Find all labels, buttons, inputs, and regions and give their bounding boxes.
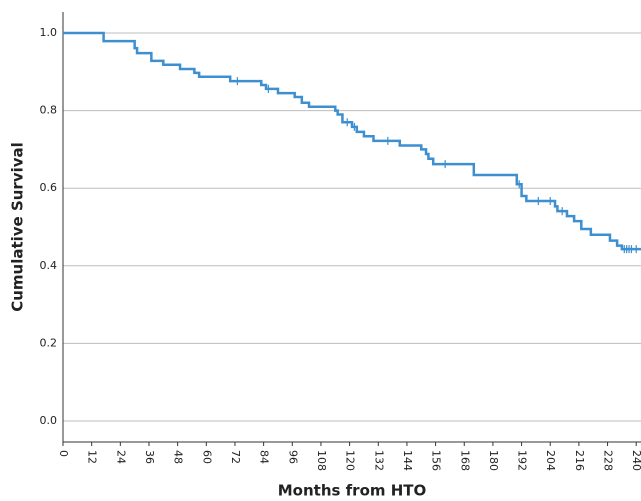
- x-tick-label: 204: [544, 450, 557, 471]
- x-tick-label: 228: [602, 450, 615, 471]
- censor-mark: [344, 118, 351, 127]
- x-tick-label: 156: [430, 450, 443, 471]
- x-tick-label: 180: [487, 450, 500, 471]
- censor-mark: [234, 77, 241, 86]
- censor-mark: [516, 180, 523, 189]
- y-tick-label: 0.6: [40, 181, 58, 194]
- censor-mark: [633, 245, 640, 254]
- x-tick-label: 24: [114, 450, 127, 464]
- x-tick-label: 36: [143, 450, 156, 464]
- censor-mark: [535, 196, 542, 205]
- x-axis-title: Months from HTO: [278, 482, 427, 500]
- x-tick-label: 108: [315, 450, 328, 471]
- x-tick-label: 240: [630, 450, 641, 471]
- censor-mark: [559, 207, 566, 216]
- x-tick-label: 0: [57, 450, 70, 457]
- y-axis-title: Cumulative Survival: [9, 142, 27, 312]
- censor-mark: [442, 160, 449, 169]
- y-tick-label: 0.2: [40, 336, 58, 349]
- x-tick-label: 72: [229, 450, 242, 464]
- x-tick-label: 132: [372, 450, 385, 471]
- censor-mark: [547, 196, 554, 205]
- x-tick-label: 12: [86, 450, 99, 464]
- x-tick-label: 84: [258, 450, 271, 464]
- y-tick-label: 1.0: [40, 26, 58, 39]
- censor-mark: [351, 122, 358, 131]
- x-tick-label: 168: [458, 450, 471, 471]
- x-tick-label: 192: [516, 450, 529, 471]
- x-tick-label: 120: [344, 450, 357, 471]
- x-tick-label: 216: [573, 450, 586, 471]
- y-tick-label: 0.4: [40, 259, 58, 272]
- x-tick-label: 48: [172, 450, 185, 464]
- censor-mark: [265, 84, 272, 93]
- y-tick-label: 0.0: [40, 414, 58, 427]
- x-tick-label: 144: [401, 450, 414, 471]
- censor-mark: [384, 136, 391, 145]
- y-tick-label: 0.8: [40, 104, 58, 117]
- x-tick-label: 96: [286, 450, 299, 464]
- x-tick-label: 60: [200, 450, 213, 464]
- survival-curve: [63, 31, 641, 251]
